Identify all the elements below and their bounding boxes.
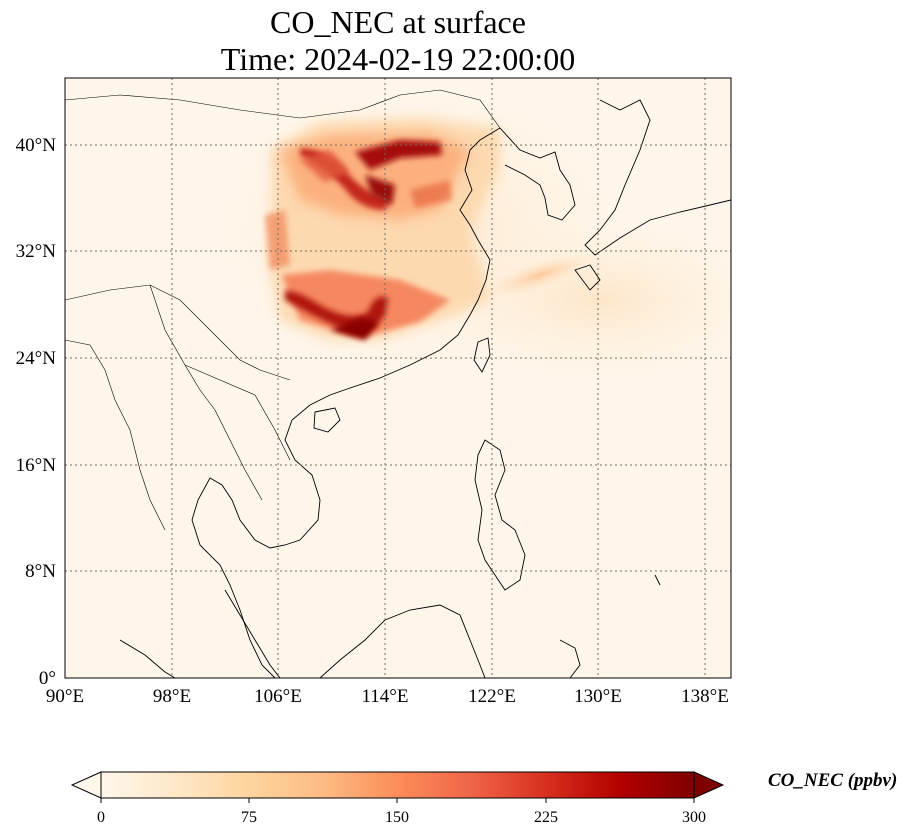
lat-tick-label: 8°N bbox=[25, 561, 56, 582]
colorbar-tick-label: 0 bbox=[97, 809, 105, 826]
lon-tick-label: 98°E bbox=[153, 686, 191, 707]
lon-tick-label: 106°E bbox=[254, 686, 302, 707]
coastlines bbox=[65, 89, 731, 678]
gridlines bbox=[65, 78, 731, 678]
colorbar-gradient bbox=[101, 772, 694, 798]
lat-tick-label: 0° bbox=[39, 668, 56, 689]
lon-tick-label: 130°E bbox=[574, 686, 622, 707]
lat-tick-labels: 0° 8°N 16°N 24°N 32°N 40°N bbox=[16, 135, 57, 689]
lon-tick-label: 114°E bbox=[362, 686, 409, 707]
lon-tick-label: 122°E bbox=[468, 686, 516, 707]
colorbar-tick-label: 300 bbox=[682, 809, 706, 826]
colorbar-label: CO_NEC (ppbv) bbox=[768, 770, 898, 791]
lat-tick-label: 16°N bbox=[16, 455, 57, 476]
map-frame bbox=[64, 77, 732, 679]
colorbar-extend-max bbox=[693, 771, 725, 799]
co-concentration-field bbox=[220, 90, 731, 380]
colorbar-tick-label: 225 bbox=[534, 809, 558, 826]
lat-tick-label: 40°N bbox=[16, 135, 57, 156]
lon-tick-label: 138°E bbox=[681, 686, 729, 707]
lon-tick-labels: 90°E 98°E 106°E 114°E 122°E 130°E 138°E bbox=[46, 686, 729, 707]
map-subtitle-time: Time: 2024-02-19 22:00:00 bbox=[220, 41, 576, 77]
lon-tick-label: 90°E bbox=[46, 686, 84, 707]
lat-tick-label: 24°N bbox=[16, 348, 57, 369]
colorbar-tick-label: 150 bbox=[385, 809, 409, 826]
lat-tick-label: 32°N bbox=[16, 241, 57, 262]
colorbar-extend-min bbox=[70, 771, 102, 799]
colorbar-tick-label: 75 bbox=[241, 809, 257, 826]
colorbar: 0 75 150 225 300 bbox=[70, 771, 725, 826]
map-title: CO_NEC at surface bbox=[270, 4, 526, 40]
